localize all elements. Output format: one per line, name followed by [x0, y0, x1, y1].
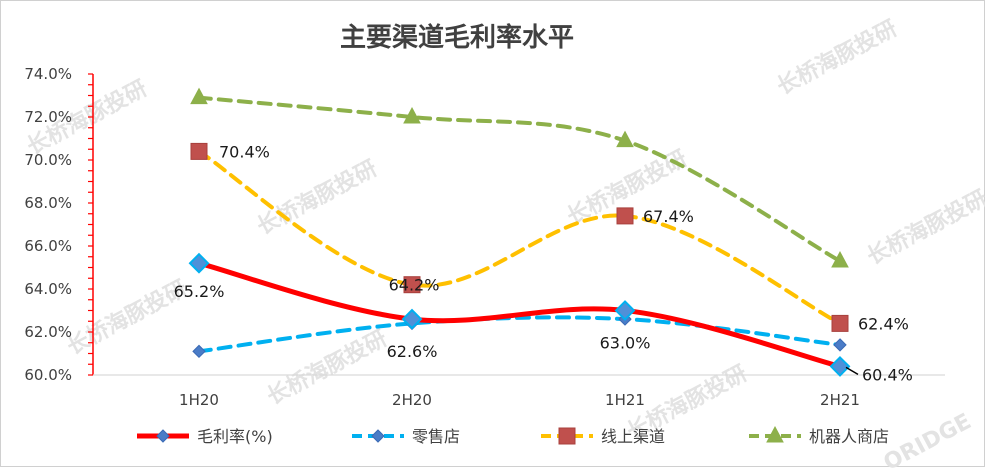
legend-swatch-marker: [558, 427, 576, 445]
data-point-3: [616, 130, 634, 148]
series-line-1: [197, 315, 842, 354]
data-label: 67.4%: [643, 207, 694, 226]
x-tick-label: 1H21: [605, 391, 645, 409]
y-tick-label: 66.0%: [24, 237, 72, 255]
data-label-leader: [845, 366, 859, 376]
series-line-2: [197, 149, 842, 326]
y-tick-label: 64.0%: [24, 280, 72, 298]
data-point-2: [831, 314, 849, 332]
legend-swatch-marker: [371, 429, 385, 443]
data-label: 70.4%: [219, 142, 270, 161]
legend-label: 零售店: [412, 427, 460, 446]
data-point-3: [190, 87, 208, 105]
series-line-0: [196, 260, 843, 369]
legend-swatch-marker: [156, 429, 170, 443]
legend-label: 线上渠道: [601, 427, 665, 446]
data-point-2: [403, 276, 421, 294]
data-point-2: [616, 207, 634, 225]
x-tick-label: 1H20: [179, 391, 219, 409]
data-label: 63.0%: [600, 334, 651, 353]
y-tick-label: 68.0%: [24, 194, 72, 212]
data-label: 62.4%: [858, 314, 909, 333]
x-tick-label: 2H20: [392, 391, 432, 409]
data-label: 65.2%: [174, 282, 225, 301]
y-tick-label: 72.0%: [24, 108, 72, 126]
y-tick-label: 74.0%: [24, 65, 72, 83]
legend-label: 毛利率(%): [197, 427, 273, 446]
series-line-3: [197, 95, 842, 264]
chart-title: 主要渠道毛利率水平: [340, 22, 574, 53]
data-label: 60.4%: [862, 365, 913, 384]
data-label: 64.2%: [389, 276, 440, 295]
legend-label: 机器人商店: [809, 427, 889, 446]
data-point-2: [190, 142, 208, 160]
y-tick-label: 62.0%: [24, 323, 72, 341]
data-label: 62.6%: [387, 342, 438, 361]
y-tick-label: 60.0%: [24, 366, 72, 384]
data-point-0: [829, 355, 851, 377]
legend-swatch-marker: [766, 425, 784, 443]
data-point-3: [403, 106, 421, 124]
data-point-0: [614, 300, 636, 321]
data-point-1: [833, 338, 847, 352]
data-point-3: [831, 250, 849, 268]
data-point-0: [188, 252, 210, 274]
data-point-1: [192, 344, 206, 359]
data-point-0: [401, 308, 423, 330]
x-tick-label: 2H21: [820, 391, 860, 409]
y-tick-label: 70.0%: [24, 151, 72, 169]
